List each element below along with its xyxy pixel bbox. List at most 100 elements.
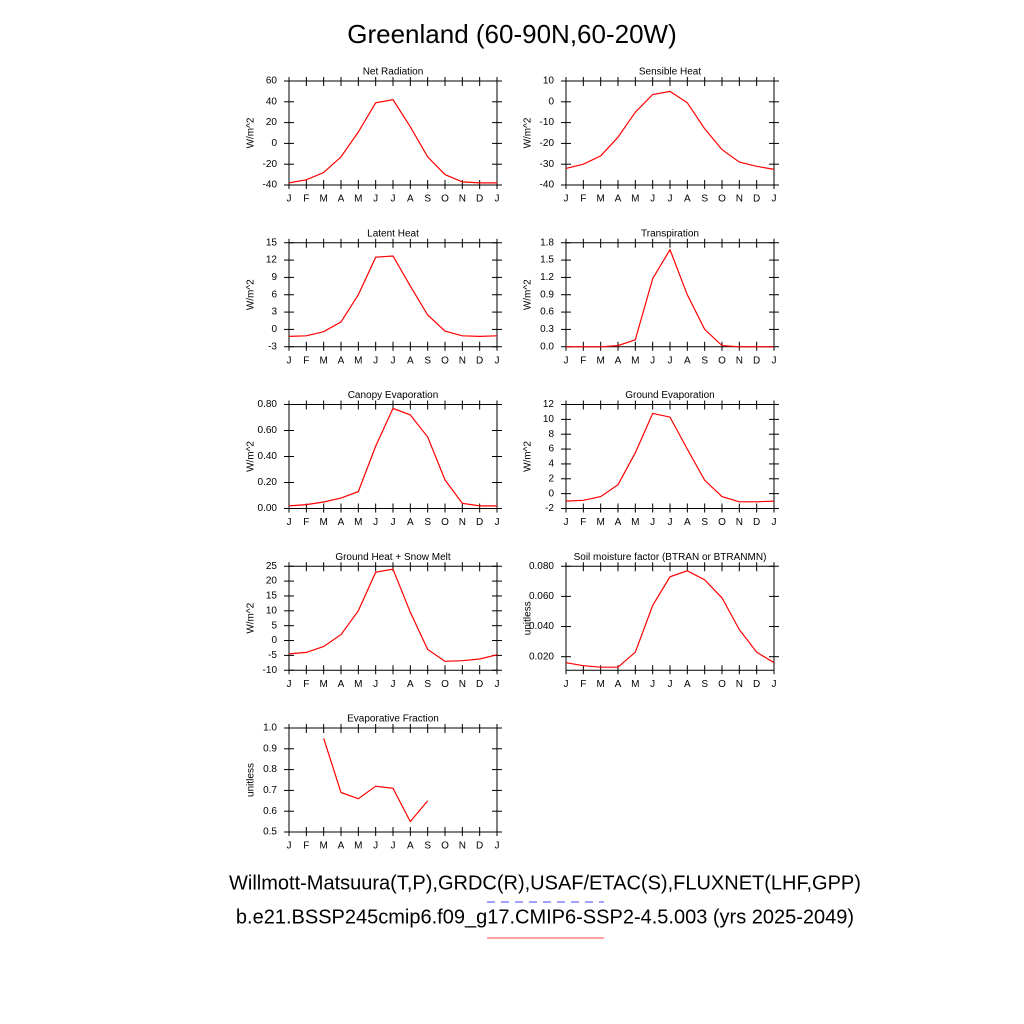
y-tick-label: -10	[263, 665, 278, 676]
y-tick-label: -20	[540, 138, 555, 149]
y-axis-label: unitless	[246, 763, 257, 797]
x-tick-label: M	[631, 679, 639, 690]
x-tick-label: S	[701, 517, 708, 528]
x-tick-label: N	[459, 679, 466, 690]
y-tick-label: 0.080	[529, 561, 554, 572]
y-tick-label: 0.20	[258, 477, 278, 488]
y-tick-label: 10	[266, 605, 278, 616]
x-tick-label: F	[580, 194, 586, 205]
y-tick-label: -40	[540, 180, 555, 191]
plot-frame	[288, 80, 498, 186]
y-tick-label: 0.7	[263, 785, 277, 796]
x-tick-label: D	[476, 355, 483, 366]
x-tick-label: J	[650, 679, 655, 690]
x-tick-label: J	[495, 194, 500, 205]
plot-frame	[288, 404, 498, 509]
x-tick-label: M	[354, 679, 362, 690]
x-tick-label: J	[668, 517, 673, 528]
y-tick-label: 0.040	[529, 621, 554, 632]
data-line	[323, 738, 429, 823]
x-tick-label: J	[772, 194, 777, 205]
x-tick-label: M	[354, 355, 362, 366]
x-tick-label: F	[580, 517, 586, 528]
x-tick-label: O	[441, 517, 449, 528]
plot-frame	[288, 727, 498, 833]
plot-frame	[565, 565, 775, 671]
footer-line: b.e21.BSSP245cmip6.f09_g17.CMIP6-SSP2-4.…	[236, 906, 854, 928]
y-tick-label: 0.5	[263, 827, 277, 838]
y-tick-label: -20	[263, 159, 278, 170]
x-tick-label: J	[772, 679, 777, 690]
panel-title: Net Radiation	[363, 67, 424, 78]
plot-frame	[565, 404, 775, 509]
panel-title: Canopy Evaporation	[348, 390, 439, 401]
y-tick-label: 0.60	[258, 425, 278, 436]
x-tick-label: N	[736, 355, 743, 366]
y-tick-label: 0.6	[540, 307, 554, 318]
x-tick-label: O	[718, 517, 726, 528]
x-tick-label: M	[319, 517, 327, 528]
x-tick-label: J	[373, 679, 378, 690]
x-tick-label: J	[373, 355, 378, 366]
x-tick-label: N	[736, 517, 743, 528]
x-tick-label: J	[495, 679, 500, 690]
data-line	[288, 568, 498, 662]
x-tick-label: M	[596, 517, 604, 528]
x-tick-label: F	[303, 679, 309, 690]
x-tick-label: O	[718, 194, 726, 205]
x-tick-label: J	[373, 194, 378, 205]
panel-title: Transpiration	[641, 228, 699, 239]
x-tick-label: S	[701, 355, 708, 366]
x-tick-label: J	[668, 355, 673, 366]
x-tick-label: A	[338, 841, 345, 852]
panel-title: Ground Evaporation	[625, 390, 715, 401]
x-tick-label: N	[736, 679, 743, 690]
plot-frame	[565, 80, 775, 186]
data-line	[565, 570, 775, 668]
x-tick-label: D	[753, 679, 760, 690]
data-line	[288, 99, 497, 184]
y-tick-label: 0	[271, 324, 277, 335]
y-tick-label: 25	[266, 561, 278, 572]
x-tick-label: O	[441, 355, 449, 366]
x-tick-label: S	[424, 355, 431, 366]
y-axis-label: W/m^2	[246, 279, 257, 310]
y-tick-label: 15	[266, 237, 278, 248]
y-tick-label: 20	[266, 576, 278, 587]
x-tick-label: M	[354, 841, 362, 852]
x-tick-label: J	[772, 517, 777, 528]
x-tick-label: J	[373, 841, 378, 852]
y-tick-label: 0.6	[263, 806, 277, 817]
y-tick-label: 10	[543, 414, 555, 425]
x-tick-label: S	[701, 194, 708, 205]
x-tick-label: A	[338, 194, 345, 205]
y-tick-label: 0	[271, 635, 277, 646]
x-tick-label: M	[319, 679, 327, 690]
x-tick-label: A	[407, 679, 414, 690]
y-tick-label: 0	[548, 96, 554, 107]
x-tick-label: J	[772, 355, 777, 366]
x-tick-label: O	[441, 679, 449, 690]
y-tick-label: 1.2	[540, 272, 554, 283]
y-tick-label: 6	[548, 444, 554, 455]
x-tick-label: S	[424, 841, 431, 852]
x-tick-label: D	[476, 841, 483, 852]
y-axis-label: W/m^2	[523, 279, 534, 310]
x-tick-label: S	[701, 679, 708, 690]
y-axis-label: W/m^2	[523, 117, 534, 148]
y-tick-label: 1.8	[540, 237, 554, 248]
y-tick-label: 5	[271, 620, 277, 631]
y-tick-label: 15	[266, 591, 278, 602]
y-tick-label: 0	[548, 488, 554, 499]
x-tick-label: J	[668, 194, 673, 205]
x-tick-label: A	[407, 841, 414, 852]
y-tick-label: -30	[540, 159, 555, 170]
y-tick-label: 0.80	[258, 399, 278, 410]
y-tick-label: 0.3	[540, 324, 554, 335]
x-tick-label: J	[287, 841, 292, 852]
y-tick-label: 2	[548, 473, 554, 484]
x-tick-label: J	[650, 517, 655, 528]
y-tick-label: 8	[548, 429, 554, 440]
